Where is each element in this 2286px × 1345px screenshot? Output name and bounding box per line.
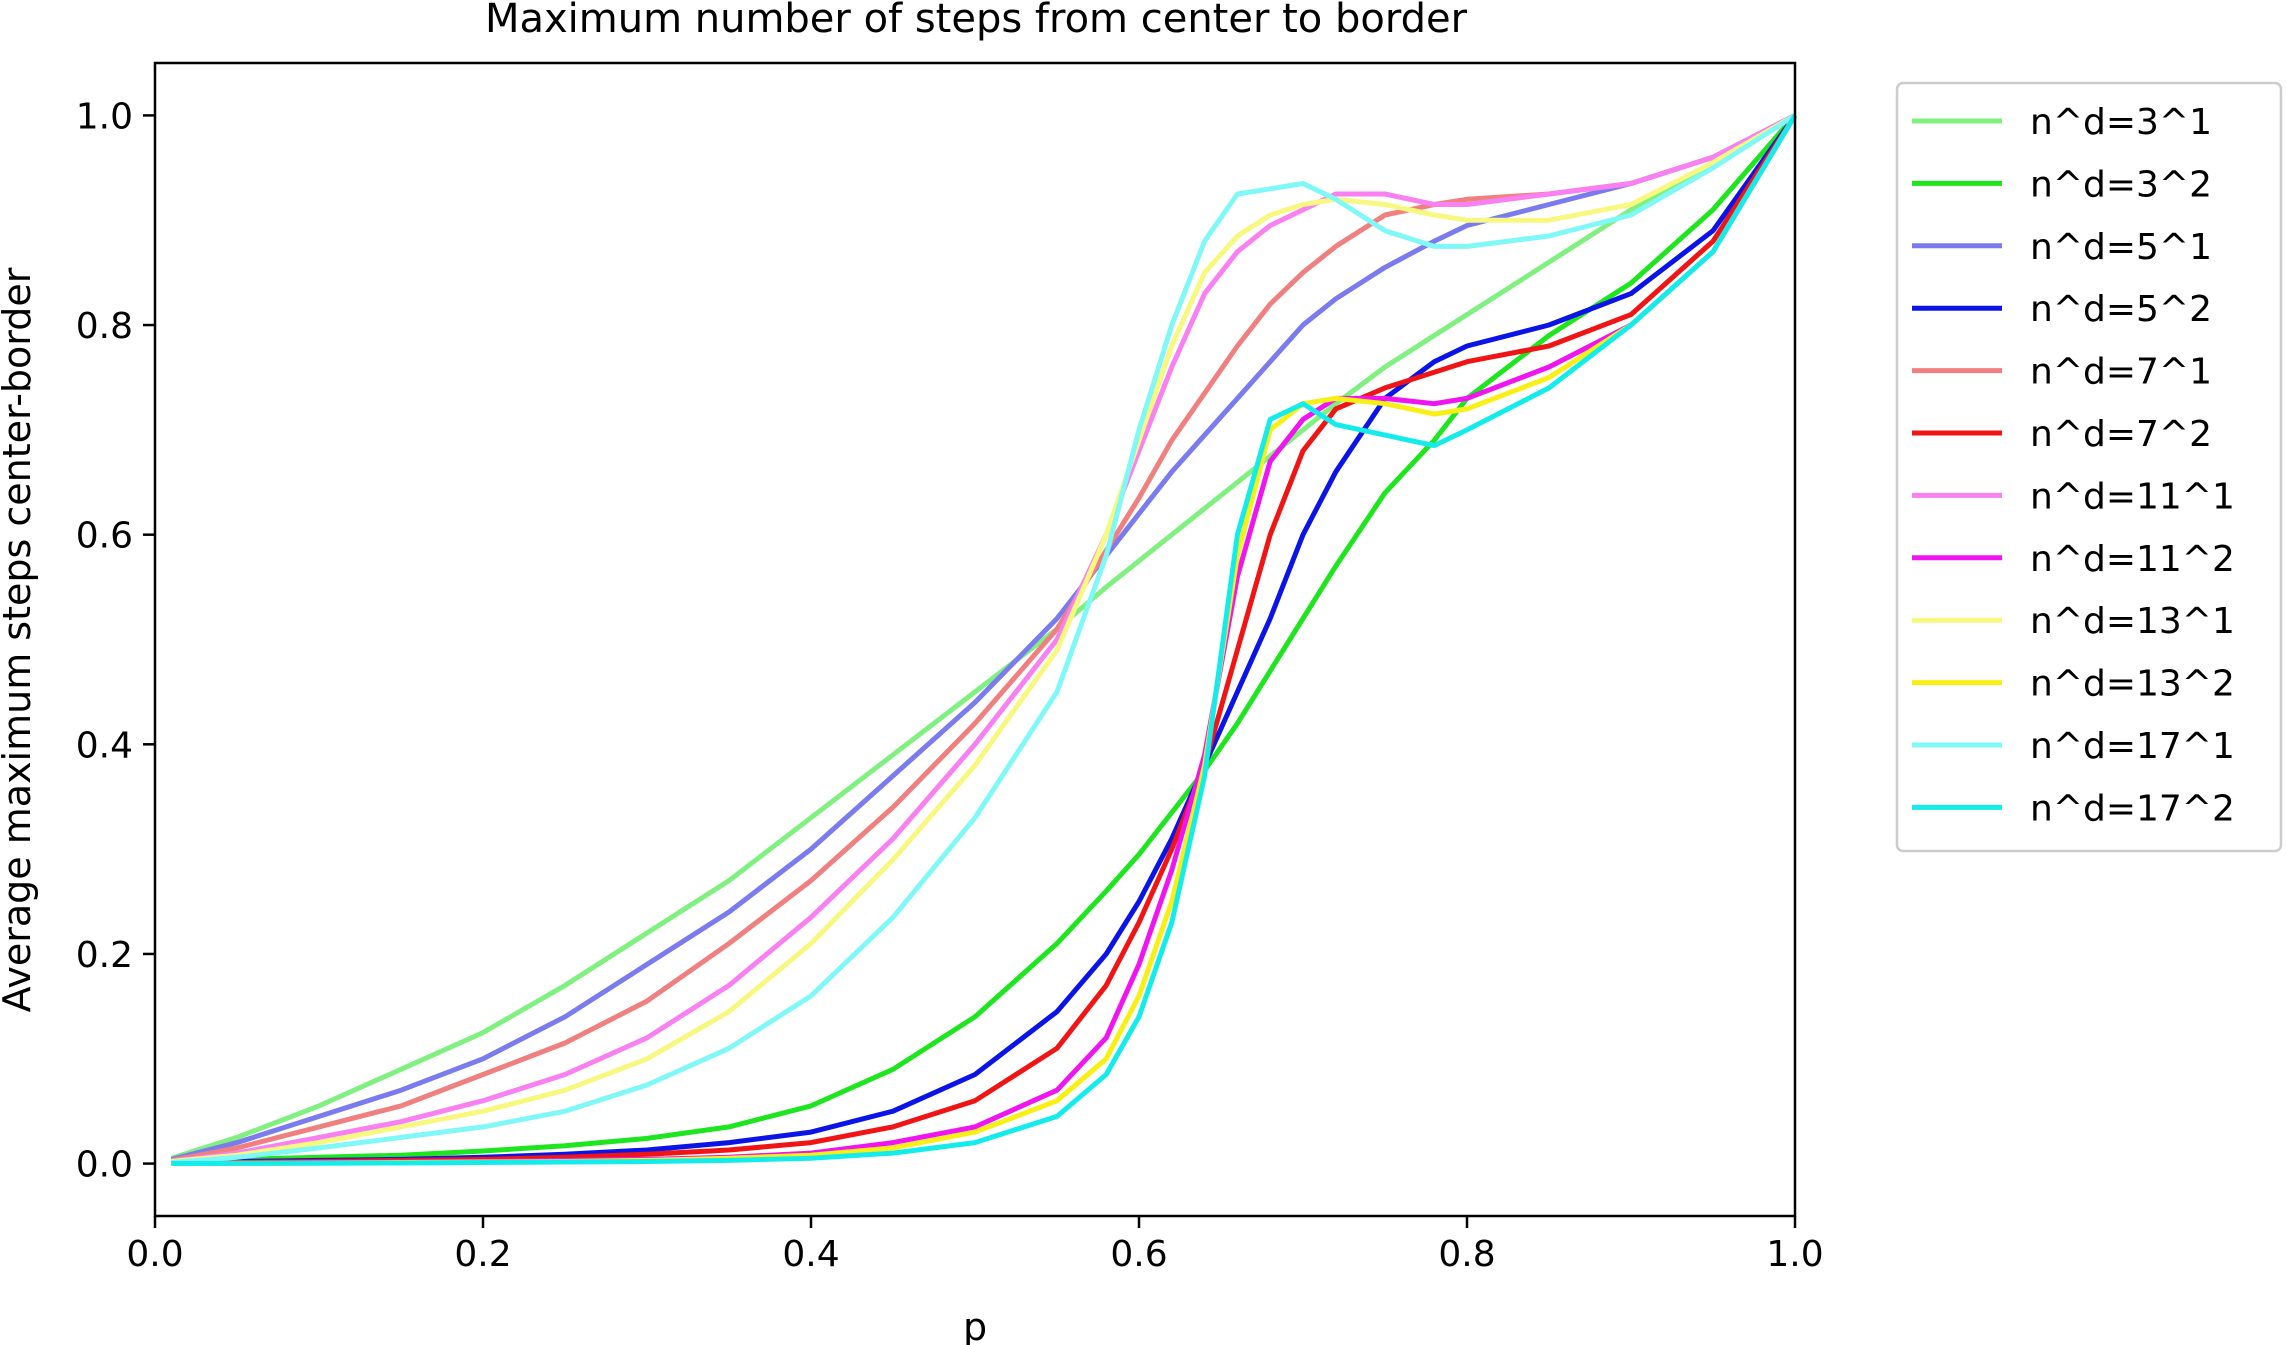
series-line-n^d=17^2 [171, 114, 1798, 1166]
series-line-n^d=7^1 [170, 113, 1797, 1163]
chart-title: Maximum number of steps from center to b… [485, 0, 1468, 42]
series-line-n^d=11^1 [171, 113, 1797, 1164]
legend-entry-label: n^d=7^2 [2030, 414, 2212, 455]
legend-frame [1895, 81, 2283, 853]
series-line-n^d=17^1 [171, 113, 1797, 1165]
series-line-n^d=7^2 [171, 114, 1798, 1166]
legend: n^d=3^1 n^d=3^2 n^d=5^1 n^d=5^2 n^d=7^1 n^d=7… [1895, 81, 2283, 853]
y-tick-label: 0.2 [76, 935, 133, 976]
y-tick-label: 1.0 [76, 96, 133, 137]
legend-entry-label: n^d=3^1 [2030, 102, 2212, 143]
series-line-n^d=13^1 [171, 113, 1797, 1164]
x-tick-label: 0.0 [126, 1234, 183, 1275]
x-tick-label: 1.0 [1766, 1234, 1823, 1275]
y-tick-label: 0.8 [76, 306, 133, 347]
y-tick-label: 0.6 [76, 516, 133, 557]
legend-entry-label: n^d=13^2 [2030, 664, 2235, 705]
legend-entry-label: n^d=11^1 [2030, 476, 2235, 517]
series-line-n^d=5^2 [171, 113, 1798, 1165]
plot-area [170, 113, 1798, 1166]
series-line-n^d=3^2 [171, 113, 1797, 1164]
x-tick-label: 0.2 [454, 1234, 511, 1275]
y-axis-ticks: 0.0 0.2 0.4 0.6 0.8 1.0 [76, 96, 155, 1186]
legend-entry-label: n^d=17^2 [2030, 788, 2235, 829]
legend-entry-label: n^d=5^1 [2030, 227, 2212, 268]
legend-entry-label: n^d=3^2 [2030, 164, 2212, 205]
series-line-n^d=3^1 [170, 113, 1797, 1161]
series-line-n^d=5^1 [170, 113, 1797, 1162]
legend-entry-label: n^d=11^2 [2030, 539, 2235, 580]
legend-entry-label: n^d=5^2 [2030, 289, 2212, 330]
x-tick-label: 0.4 [782, 1234, 839, 1275]
x-tick-label: 0.6 [1110, 1234, 1167, 1275]
legend-items: n^d=3^1 n^d=3^2 n^d=5^1 n^d=5^2 n^d=7^1 n^d=7… [1912, 102, 2235, 829]
legend-entry-label: n^d=17^1 [2030, 726, 2235, 767]
x-tick-label: 0.8 [1438, 1234, 1495, 1275]
legend-entry-label: n^d=7^1 [2030, 352, 2212, 393]
y-tick-label: 0.0 [76, 1145, 133, 1186]
x-axis-label: p [963, 1305, 987, 1345]
legend-entry-label: n^d=13^1 [2030, 601, 2235, 642]
x-axis-ticks: 0.0 0.2 0.4 0.6 0.8 1.0 [126, 1216, 1824, 1275]
y-tick-label: 0.4 [76, 725, 133, 766]
plot-frame [153, 61, 1797, 1218]
y-axis-label: Average maximum steps center-border [0, 267, 39, 1012]
